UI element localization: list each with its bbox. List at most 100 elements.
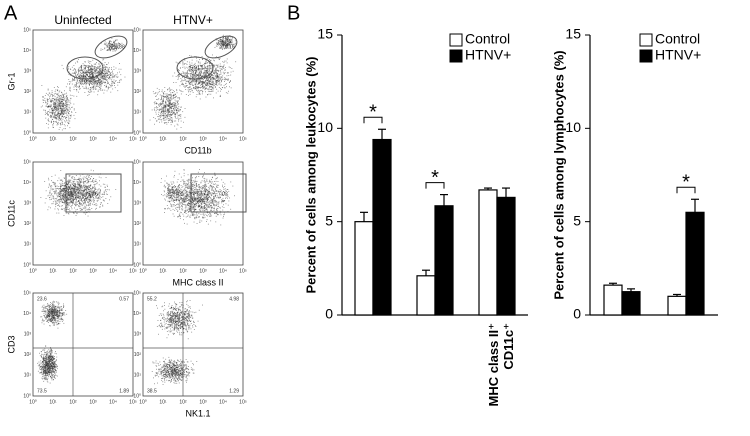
event — [103, 194, 105, 195]
event — [63, 109, 65, 111]
event — [231, 37, 233, 39]
event — [223, 43, 225, 45]
event — [76, 189, 78, 191]
event — [92, 76, 94, 78]
event — [55, 206, 57, 208]
event — [90, 178, 91, 179]
event — [200, 79, 201, 81]
event — [203, 75, 205, 77]
event — [118, 44, 120, 46]
event — [105, 82, 106, 83]
event — [227, 45, 229, 46]
event — [55, 114, 57, 116]
event — [229, 39, 231, 41]
event — [216, 76, 218, 78]
event — [195, 87, 197, 89]
event — [84, 191, 86, 193]
event — [101, 193, 103, 195]
event — [52, 125, 54, 127]
event — [217, 77, 219, 78]
event — [106, 47, 108, 48]
event — [52, 124, 54, 125]
event — [89, 203, 91, 205]
event — [67, 114, 69, 116]
event — [66, 183, 68, 185]
event — [66, 109, 68, 111]
event — [104, 48, 106, 50]
event — [74, 71, 76, 73]
event — [162, 108, 164, 110]
event — [92, 71, 94, 73]
event — [173, 95, 175, 96]
event — [85, 206, 87, 208]
event — [84, 190, 85, 191]
event — [221, 43, 223, 45]
event — [81, 197, 83, 199]
event — [82, 76, 84, 78]
event — [87, 72, 89, 74]
event — [58, 101, 60, 103]
event — [99, 189, 101, 191]
event — [82, 177, 84, 179]
event — [114, 43, 116, 45]
event — [90, 71, 91, 73]
event — [221, 68, 222, 70]
event — [162, 92, 164, 94]
event — [194, 87, 196, 89]
event — [159, 115, 161, 117]
event — [213, 66, 215, 68]
plot-frame — [32, 161, 134, 266]
event — [90, 193, 92, 195]
event — [62, 196, 64, 198]
event — [49, 99, 51, 101]
event — [102, 75, 104, 77]
event — [195, 70, 197, 71]
event — [216, 69, 218, 71]
event — [59, 90, 61, 92]
y-decade-label: 10⁴ — [23, 48, 31, 54]
event — [77, 197, 79, 198]
event — [84, 76, 86, 78]
event — [67, 125, 68, 127]
event — [191, 80, 193, 82]
event — [176, 62, 178, 64]
event — [84, 207, 86, 209]
event — [206, 69, 208, 71]
event — [161, 106, 162, 108]
event — [103, 64, 105, 66]
event — [51, 195, 53, 197]
x-decade-label: 10⁰ — [29, 136, 37, 142]
event — [76, 83, 77, 85]
event — [101, 82, 103, 84]
event — [51, 100, 53, 102]
event — [83, 195, 84, 197]
event — [93, 66, 95, 67]
event — [85, 186, 87, 187]
event — [210, 74, 212, 76]
event — [184, 77, 185, 79]
event — [153, 117, 155, 118]
event — [116, 49, 118, 51]
event — [176, 100, 178, 102]
event — [92, 74, 93, 75]
event — [206, 199, 208, 200]
event — [222, 44, 224, 46]
event — [82, 80, 84, 82]
event — [160, 103, 162, 105]
event — [70, 184, 71, 186]
event — [85, 188, 87, 190]
x-decade-label: 10⁵ — [129, 268, 137, 274]
event — [169, 107, 171, 109]
event — [87, 83, 89, 85]
y-decade-label: 10¹ — [24, 242, 32, 248]
event — [170, 103, 171, 105]
event — [76, 60, 78, 62]
event — [175, 120, 177, 122]
event — [68, 190, 69, 192]
event — [174, 106, 176, 108]
event — [97, 68, 98, 69]
event — [205, 61, 207, 62]
event — [61, 97, 63, 99]
event — [87, 69, 89, 71]
event — [230, 81, 231, 82]
